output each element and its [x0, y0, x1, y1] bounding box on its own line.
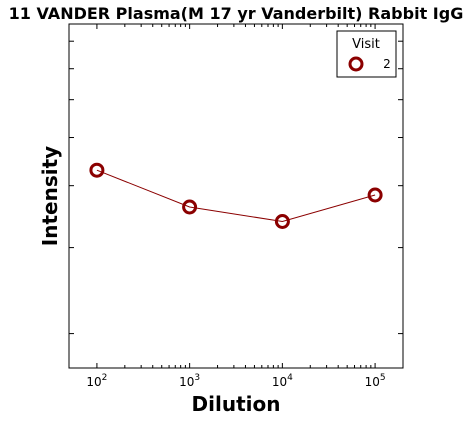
- x-tick-label: 104: [272, 373, 293, 389]
- data-point: [89, 162, 105, 178]
- data-point: [274, 214, 290, 229]
- x-tick-label: 102: [86, 373, 107, 389]
- data-point: [182, 199, 198, 215]
- x-axis-label: Dilution: [192, 392, 281, 416]
- legend-marker: [348, 56, 364, 72]
- x-tick-label: 105: [365, 373, 386, 389]
- data-point: [367, 187, 383, 203]
- plot-area: [68, 23, 404, 369]
- legend-box: [336, 30, 397, 78]
- legend: Visit 2: [336, 30, 397, 78]
- y-axis-label: Intensity: [38, 146, 62, 246]
- legend-title: Visit: [352, 37, 380, 52]
- series-layer: [89, 162, 383, 229]
- series-line: [96, 169, 376, 223]
- legend-label: 2: [383, 57, 391, 71]
- y-axis: [69, 40, 403, 335]
- chart-title: 11 VANDER Plasma(M 17 yr Vanderbilt) Rab…: [9, 4, 464, 23]
- x-axis: 102 103 104 105: [86, 24, 404, 389]
- x-tick-label: 103: [179, 373, 200, 389]
